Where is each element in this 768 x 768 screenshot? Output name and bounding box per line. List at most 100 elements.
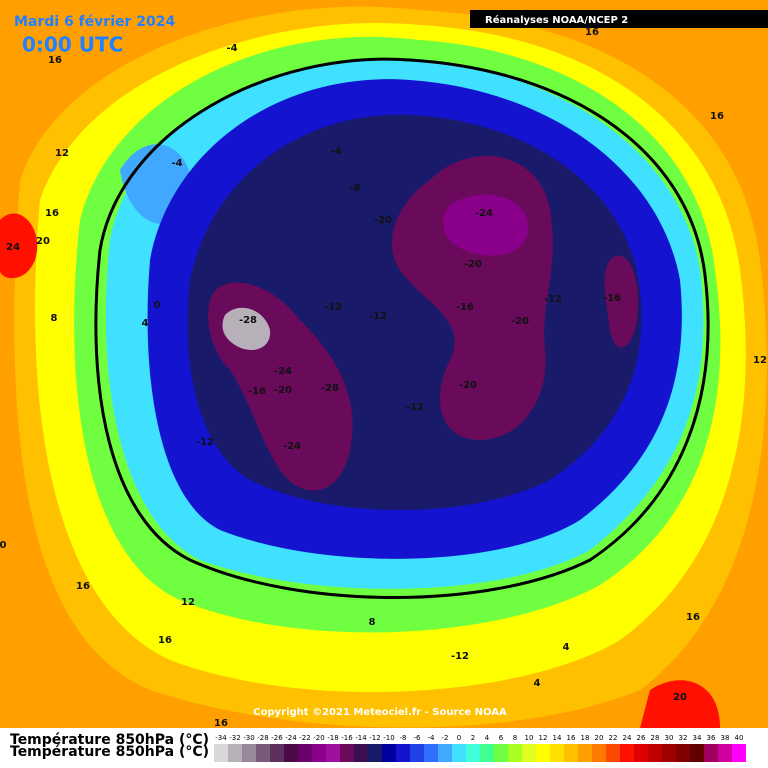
legend-value: -18 [327,734,338,742]
legend-swatch [466,744,480,762]
contour-label: 12 [181,597,195,608]
contour-label: 4 [534,678,541,689]
legend-value: -22 [299,734,310,742]
legend-swatch [676,744,690,762]
contour-label: -20 [511,316,529,327]
legend-title-shadow: Température 850hPa (°C) [10,744,209,760]
legend-title: Température 850hPa (°C) [10,732,209,748]
legend-value: -34 [215,734,227,742]
contour-label: 16 [710,111,724,122]
contour-label: 4 [142,318,149,329]
legend-swatch [536,744,550,762]
contour-label: -12 [544,294,562,305]
contour-label: -8 [349,183,360,194]
contour-label: -4 [330,146,341,157]
legend-value: -12 [369,734,380,742]
legend-swatch [620,744,634,762]
contour-label: -28 [321,383,339,394]
contour-label: 4 [563,642,570,653]
contour-label: 8 [369,617,376,628]
legend-swatch [214,744,228,762]
legend-swatch [382,744,396,762]
contour-label: -16 [248,386,266,397]
legend-swatch [438,744,452,762]
legend-swatch [452,744,466,762]
legend-value: 24 [623,734,632,742]
contour-label: -12 [324,302,342,313]
legend-swatch [592,744,606,762]
zero-isotherm [94,57,710,599]
legend-swatch [494,744,508,762]
contour-label: -4 [226,43,237,54]
legend-swatch [242,744,256,762]
contour-label: -4 [171,158,182,169]
legend-value: 16 [567,734,576,742]
legend-value: -20 [313,734,324,742]
legend-swatch [312,744,326,762]
contour-label: 16 [585,27,599,38]
contour-label: -12 [196,437,214,448]
contour-label: -12 [369,311,387,322]
legend-swatch [424,744,438,762]
legend-swatch [256,744,270,762]
contour-label: -20 [464,259,482,270]
contour-label: 16 [686,612,700,623]
legend-swatch [410,744,424,762]
legend-value: -6 [414,734,422,742]
legend-value: 20 [595,734,604,742]
contour-label: -12 [406,402,424,413]
legend-swatch [354,744,368,762]
legend-value: -10 [383,734,394,742]
legend-swatch [704,744,718,762]
copyright: Copyright ©2021 Meteociel.fr - Source NO… [253,707,507,718]
contour-label: 20 [673,692,687,703]
legend-value: 4 [485,734,490,742]
legend-value: 32 [679,734,688,742]
legend-swatch [662,744,676,762]
contour-label: 16 [158,635,172,646]
contour-label: 12 [55,148,69,159]
legend-swatch [690,744,704,762]
legend-value: 22 [609,734,618,742]
contour-label: -16 [603,293,621,304]
contour-label: 24 [6,242,20,253]
contour-label: 12 [753,355,767,366]
contour-label: -12 [451,651,469,662]
contour-label: -24 [274,366,292,377]
contour-label: -28 [239,315,257,326]
legend-value: 18 [581,734,590,742]
legend-value: 0 [457,734,461,742]
warm-spot-west [0,213,38,279]
contour-label: -20 [459,380,477,391]
time-title: 0:00 UTC [22,33,123,57]
date-title: Mardi 6 février 2024 [14,14,176,30]
legend-value: 28 [651,734,660,742]
contour-label: 16 [214,718,228,729]
legend-swatch [550,744,564,762]
legend-swatch [284,744,298,762]
contour-label: -20 [274,385,292,396]
legend-value: 40 [735,734,744,742]
contour-label: 16 [48,55,62,66]
legend-swatch [298,744,312,762]
legend-swatch [480,744,494,762]
legend-value: 26 [637,734,646,742]
contour-label: -24 [283,441,301,452]
source-banner [470,10,768,28]
legend-value: -30 [243,734,254,742]
coldest-core [222,307,271,350]
contour-label: -16 [456,302,474,313]
legend-swatch [270,744,284,762]
legend-value: 38 [721,734,730,742]
contour-label: 16 [45,208,59,219]
legend-value: 8 [513,734,517,742]
purple-zone-siberia [604,255,639,348]
legend-value: 34 [693,734,702,742]
contour-label: 0 [154,300,161,311]
contour-label: 20 [36,236,50,247]
legend-value: -2 [442,734,449,742]
legend-value: -26 [271,734,283,742]
legend-swatch [606,744,620,762]
legend-swatch [326,744,340,762]
